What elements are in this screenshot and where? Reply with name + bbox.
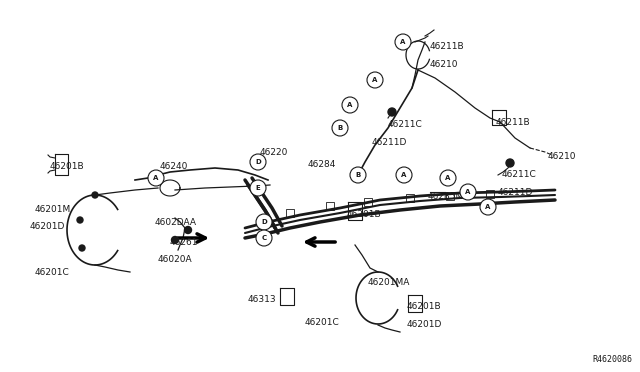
Bar	[486, 190, 494, 198]
Text: 46201MA: 46201MA	[368, 278, 410, 287]
Text: 46220: 46220	[260, 148, 289, 157]
Text: 46211B: 46211B	[430, 42, 465, 51]
Text: 46211D: 46211D	[498, 188, 533, 197]
Text: C: C	[261, 235, 267, 241]
Text: 46201C: 46201C	[305, 318, 340, 327]
Text: 46285M: 46285M	[428, 192, 464, 201]
Text: A: A	[465, 189, 470, 195]
Text: 46201B: 46201B	[347, 210, 381, 219]
Circle shape	[79, 245, 85, 251]
Circle shape	[250, 154, 266, 170]
Text: 46201C: 46201C	[35, 268, 70, 277]
Text: A: A	[372, 77, 378, 83]
Text: 46210: 46210	[548, 152, 577, 161]
Text: 46020A: 46020A	[158, 255, 193, 264]
Circle shape	[148, 170, 164, 186]
Circle shape	[172, 237, 179, 244]
Text: 46201M: 46201M	[35, 205, 71, 214]
Bar	[364, 198, 372, 206]
Circle shape	[460, 184, 476, 200]
Circle shape	[396, 167, 412, 183]
Text: 46261: 46261	[170, 238, 198, 247]
Text: A: A	[400, 39, 406, 45]
Text: 46313: 46313	[248, 295, 276, 304]
Circle shape	[350, 167, 366, 183]
Text: 46201B: 46201B	[50, 162, 84, 171]
Text: 4602DAA: 4602DAA	[155, 218, 197, 227]
Text: A: A	[154, 175, 159, 181]
Text: B: B	[337, 125, 342, 131]
Text: R4620086: R4620086	[592, 355, 632, 364]
Text: 46211C: 46211C	[502, 170, 537, 179]
Text: 46201D: 46201D	[30, 222, 65, 231]
Text: 46284: 46284	[308, 160, 337, 169]
Text: 46211B: 46211B	[496, 118, 531, 127]
Bar	[286, 209, 294, 217]
Circle shape	[256, 214, 272, 230]
Text: B: B	[355, 172, 360, 178]
Text: D: D	[261, 219, 267, 225]
Text: A: A	[445, 175, 451, 181]
Circle shape	[480, 199, 496, 215]
Circle shape	[395, 34, 411, 50]
Circle shape	[464, 188, 472, 196]
Bar	[326, 202, 334, 210]
Text: 46210: 46210	[430, 60, 458, 69]
Circle shape	[332, 120, 348, 136]
Circle shape	[92, 192, 98, 198]
Text: 46240: 46240	[160, 162, 188, 171]
Text: 46211C: 46211C	[388, 120, 423, 129]
Bar	[446, 192, 454, 200]
Circle shape	[77, 217, 83, 223]
Circle shape	[367, 72, 383, 88]
Text: 46201D: 46201D	[407, 320, 442, 329]
Circle shape	[484, 203, 492, 211]
Bar	[406, 194, 414, 202]
Text: D: D	[255, 159, 261, 165]
Text: 46201B: 46201B	[407, 302, 442, 311]
Text: A: A	[485, 204, 491, 210]
Circle shape	[444, 174, 452, 182]
Circle shape	[440, 170, 456, 186]
Circle shape	[256, 230, 272, 246]
Circle shape	[250, 180, 266, 196]
Circle shape	[342, 97, 358, 113]
Circle shape	[184, 227, 191, 234]
Text: E: E	[255, 185, 260, 191]
Text: 46211D: 46211D	[372, 138, 408, 147]
Text: A: A	[401, 172, 406, 178]
Circle shape	[388, 108, 396, 116]
Circle shape	[400, 171, 408, 179]
Text: A: A	[348, 102, 353, 108]
Circle shape	[506, 159, 514, 167]
